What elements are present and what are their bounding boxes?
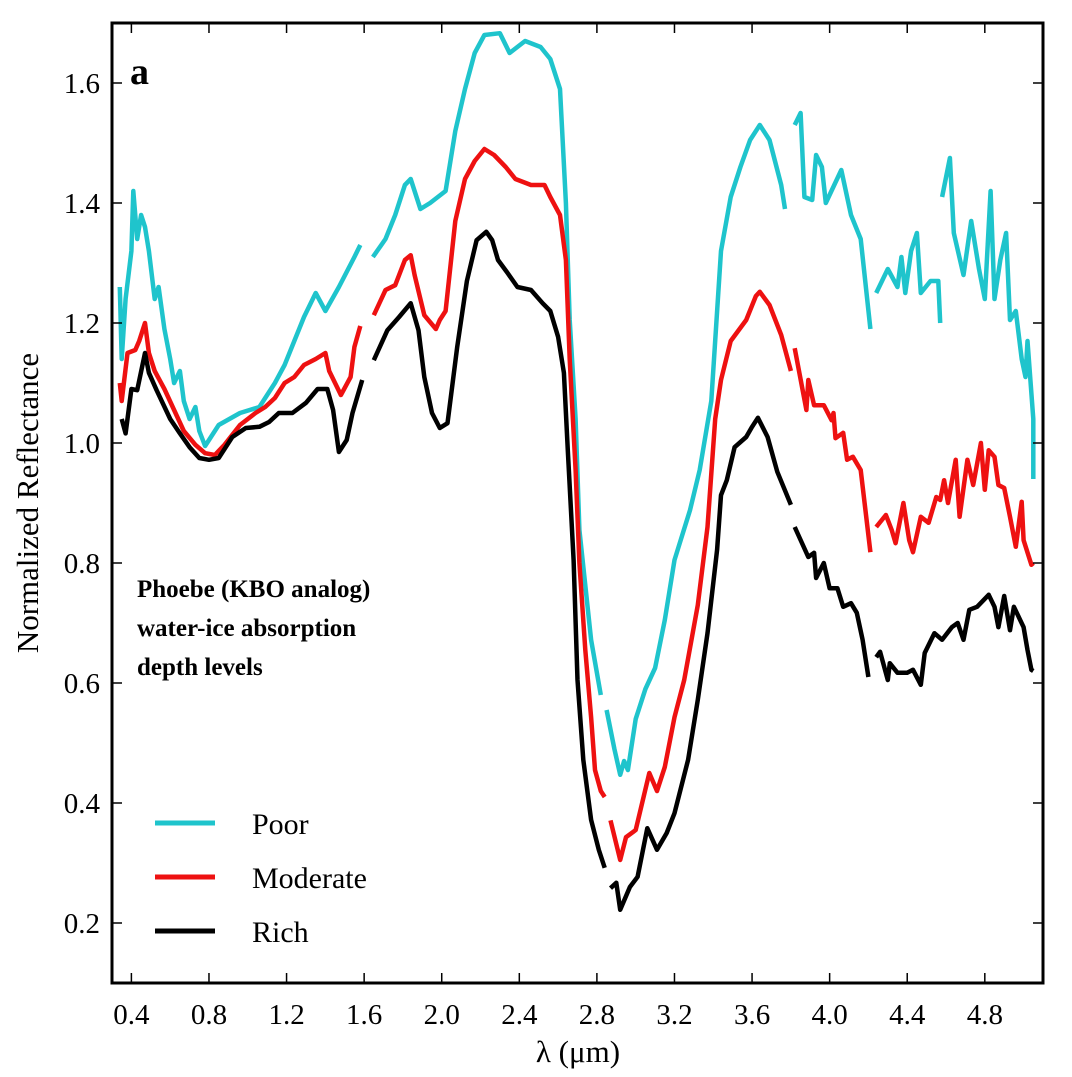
series-rich-segment — [371, 229, 607, 869]
x-tick-label: 2.4 — [501, 999, 538, 1031]
legend: Poor Moderate Rich — [155, 808, 367, 949]
series-moderate-segment — [792, 347, 873, 553]
series-rich — [119, 229, 1035, 913]
series-moderate-segment — [874, 440, 1035, 568]
series-poor-segment — [939, 155, 1036, 479]
x-tick-label: 2.8 — [579, 999, 615, 1031]
y-tick-label: 1.2 — [64, 308, 100, 340]
series-rich-segment — [874, 592, 1035, 688]
series-poor-segment — [604, 122, 788, 778]
x-tick-label: 3.6 — [734, 999, 770, 1031]
series-poor-segment — [117, 188, 363, 449]
annotation-line-1: Phoebe (KBO analog) — [137, 576, 370, 603]
y-tick-label: 0.4 — [64, 788, 101, 820]
series-poor-segment — [874, 230, 943, 324]
legend-item-rich: Rich — [155, 916, 309, 949]
x-tick-label: 0.8 — [191, 999, 227, 1031]
y-axis-label: Normalized Reflectance — [10, 353, 45, 653]
series-moderate-segment — [371, 146, 607, 799]
tick-layer: 0.4 0.8 1.2 1.6 2.0 2.4 2.8 3.2 3.6 4.0 4.4 4.8 0.2 0… — [64, 23, 1043, 1031]
legend-label: Rich — [252, 916, 309, 949]
series-rich-segment — [792, 526, 871, 678]
series-moderate-segment — [608, 289, 794, 863]
series-poor-segment — [371, 30, 604, 696]
legend-label: Poor — [252, 808, 309, 841]
x-tick-label: 4.8 — [967, 999, 1003, 1031]
x-tick-label: 1.6 — [346, 999, 382, 1031]
series-layer — [117, 30, 1036, 913]
y-tick-label: 1.4 — [64, 188, 101, 220]
y-tick-label: 0.2 — [64, 908, 100, 940]
x-tick-label: 0.4 — [113, 999, 150, 1031]
x-tick-label: 4.0 — [812, 999, 848, 1031]
legend-item-moderate: Moderate — [155, 862, 367, 895]
series-rich-segment — [119, 350, 365, 463]
x-tick-label: 2.0 — [424, 999, 460, 1031]
annotation-line-3: depth levels — [137, 654, 263, 681]
y-tick-label: 0.6 — [64, 668, 100, 700]
panel-label: a — [130, 51, 149, 93]
series-moderate-segment — [117, 320, 363, 458]
legend-item-poor: Poor — [155, 808, 309, 841]
series-rich-segment — [608, 415, 793, 913]
y-tick-label: 0.8 — [64, 548, 100, 580]
x-axis-label: λ (μm) — [536, 1034, 620, 1069]
x-tick-label: 1.2 — [268, 999, 304, 1031]
legend-label: Moderate — [252, 862, 367, 895]
x-tick-label: 4.4 — [889, 999, 926, 1031]
x-tick-label: 3.2 — [656, 999, 692, 1031]
y-tick-label: 1.6 — [64, 68, 100, 100]
plot-frame — [110, 21, 1045, 985]
annotation: Phoebe (KBO analog) water-ice absorption… — [137, 576, 370, 681]
annotation-line-2: water-ice absorption — [137, 615, 356, 642]
y-tick-label: 1.0 — [64, 428, 100, 460]
series-moderate — [117, 146, 1035, 863]
series-poor-segment — [792, 110, 873, 330]
